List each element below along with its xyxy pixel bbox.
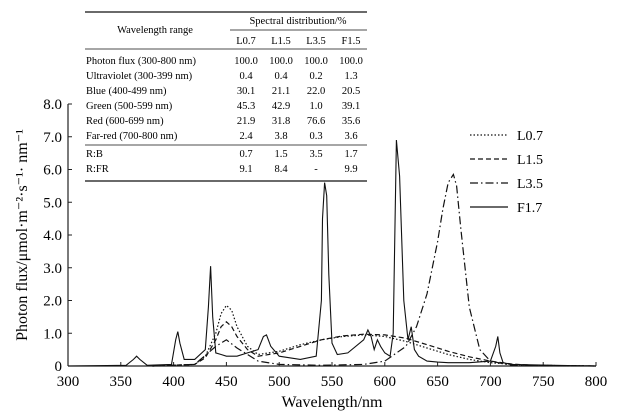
series-line-f1-7 (67, 139, 597, 367)
x-tick-label: 400 (162, 374, 185, 390)
series-line-l3-5 (152, 172, 597, 367)
legend-label: L0.7 (517, 129, 543, 144)
table-cell: 9.9 (344, 164, 357, 175)
inset-table: Wavelength range Spectral distribution/% L… (85, 11, 367, 182)
legend-label: L3.5 (517, 177, 543, 192)
legend-label: L1.5 (517, 153, 543, 168)
y-tick-label: 6.0 (43, 163, 62, 179)
table-cell: 35.6 (342, 116, 360, 127)
table-cell: 39.1 (342, 101, 360, 112)
legend-label: F1.7 (517, 201, 542, 216)
table-cell: 0.2 (309, 71, 322, 82)
series-line-l0-7 (152, 304, 597, 367)
table-cell: 30.1 (237, 86, 255, 97)
table-cell: 22.0 (307, 86, 325, 97)
table-cell: 21.9 (237, 116, 255, 127)
table-column-header: L3.5 (306, 36, 326, 47)
table-cell: 100.0 (304, 56, 328, 67)
legend: L0.7 L1.5 L3.5 F1.7 (470, 129, 543, 216)
table-cell: 21.1 (272, 86, 290, 97)
x-tick-label: 350 (110, 374, 133, 390)
table-cell: 1.3 (344, 71, 357, 82)
table-row-label: Photon flux (300-800 nm) (86, 56, 196, 67)
table-cell: - (314, 164, 318, 175)
x-tick-label: 750 (532, 374, 555, 390)
table-cell: 45.3 (237, 101, 255, 112)
table-cell: 100.0 (339, 56, 363, 67)
table-row-label: Red (600-699 nm) (86, 116, 164, 127)
x-tick-label: 700 (479, 374, 502, 390)
table-row-label: R:B (86, 149, 103, 160)
table-cell: 3.6 (344, 131, 357, 142)
table-cell: 100.0 (269, 56, 293, 67)
table-cell: 3.5 (309, 149, 322, 160)
table-cell: 100.0 (234, 56, 258, 67)
y-tick-label: 0 (55, 359, 63, 375)
table-cell: 76.6 (307, 116, 325, 127)
table-cell: 31.8 (272, 116, 290, 127)
series-layer (67, 139, 597, 367)
x-tick-label: 650 (426, 374, 449, 390)
y-tick-label: 8.0 (43, 97, 62, 113)
table-cell: 0.4 (274, 71, 288, 82)
series-line-l1-5 (152, 320, 597, 367)
x-tick-label: 300 (57, 374, 80, 390)
table-column-header: F1.5 (342, 36, 361, 47)
y-ticks: 0 1.0 2.0 3.0 4.0 5.0 6.0 7.0 8.0 (43, 97, 72, 375)
x-tick-label: 600 (374, 374, 397, 390)
table-cell: 0.4 (239, 71, 253, 82)
table-cell: 42.9 (272, 101, 290, 112)
x-tick-label: 500 (268, 374, 291, 390)
table-row-label: R:FR (86, 164, 109, 175)
table-cell: 8.4 (274, 164, 288, 175)
y-tick-label: 3.0 (43, 261, 62, 277)
y-tick-label: 7.0 (43, 130, 62, 146)
table-row-label: Ultraviolet (300-399 nm) (86, 71, 193, 82)
y-tick-label: 2.0 (43, 294, 62, 310)
y-tick-label: 4.0 (43, 228, 62, 244)
table-cell: 20.5 (342, 86, 360, 97)
table-column-header: L0.7 (236, 36, 256, 47)
x-tick-label: 450 (215, 374, 238, 390)
table-row-label: Blue (400-499 nm) (86, 86, 167, 97)
table-cell: 1.0 (309, 101, 322, 112)
y-tick-label: 1.0 (43, 326, 62, 342)
table-background (85, 12, 367, 182)
x-tick-label: 550 (321, 374, 344, 390)
table-row-label: Far-red (700-800 nm) (86, 131, 178, 142)
x-tick-label: 800 (585, 374, 608, 390)
table-row-label: Green (500-599 nm) (86, 101, 173, 112)
table-cell: 0.7 (239, 149, 252, 160)
table-cell: 0.3 (309, 131, 322, 142)
table-cell: 3.8 (274, 131, 287, 142)
x-axis-label: Wavelength/nm (282, 394, 383, 411)
table-header-right: Spectral distribution/% (249, 16, 346, 27)
table-column-header: L1.5 (271, 36, 291, 47)
y-axis-label: Photon flux/μmol·m⁻²·s⁻¹· nm⁻¹ (14, 129, 31, 341)
table-header-left: Wavelength range (117, 25, 193, 36)
table-cell: 2.4 (239, 131, 253, 142)
x-ticks: 300 350 400 450 500 550 600 650 700 750 800 (57, 362, 608, 390)
table-cell: 1.5 (274, 149, 287, 160)
y-tick-label: 5.0 (43, 195, 62, 211)
table-cell: 1.7 (344, 149, 357, 160)
table-cell: 9.1 (239, 164, 252, 175)
